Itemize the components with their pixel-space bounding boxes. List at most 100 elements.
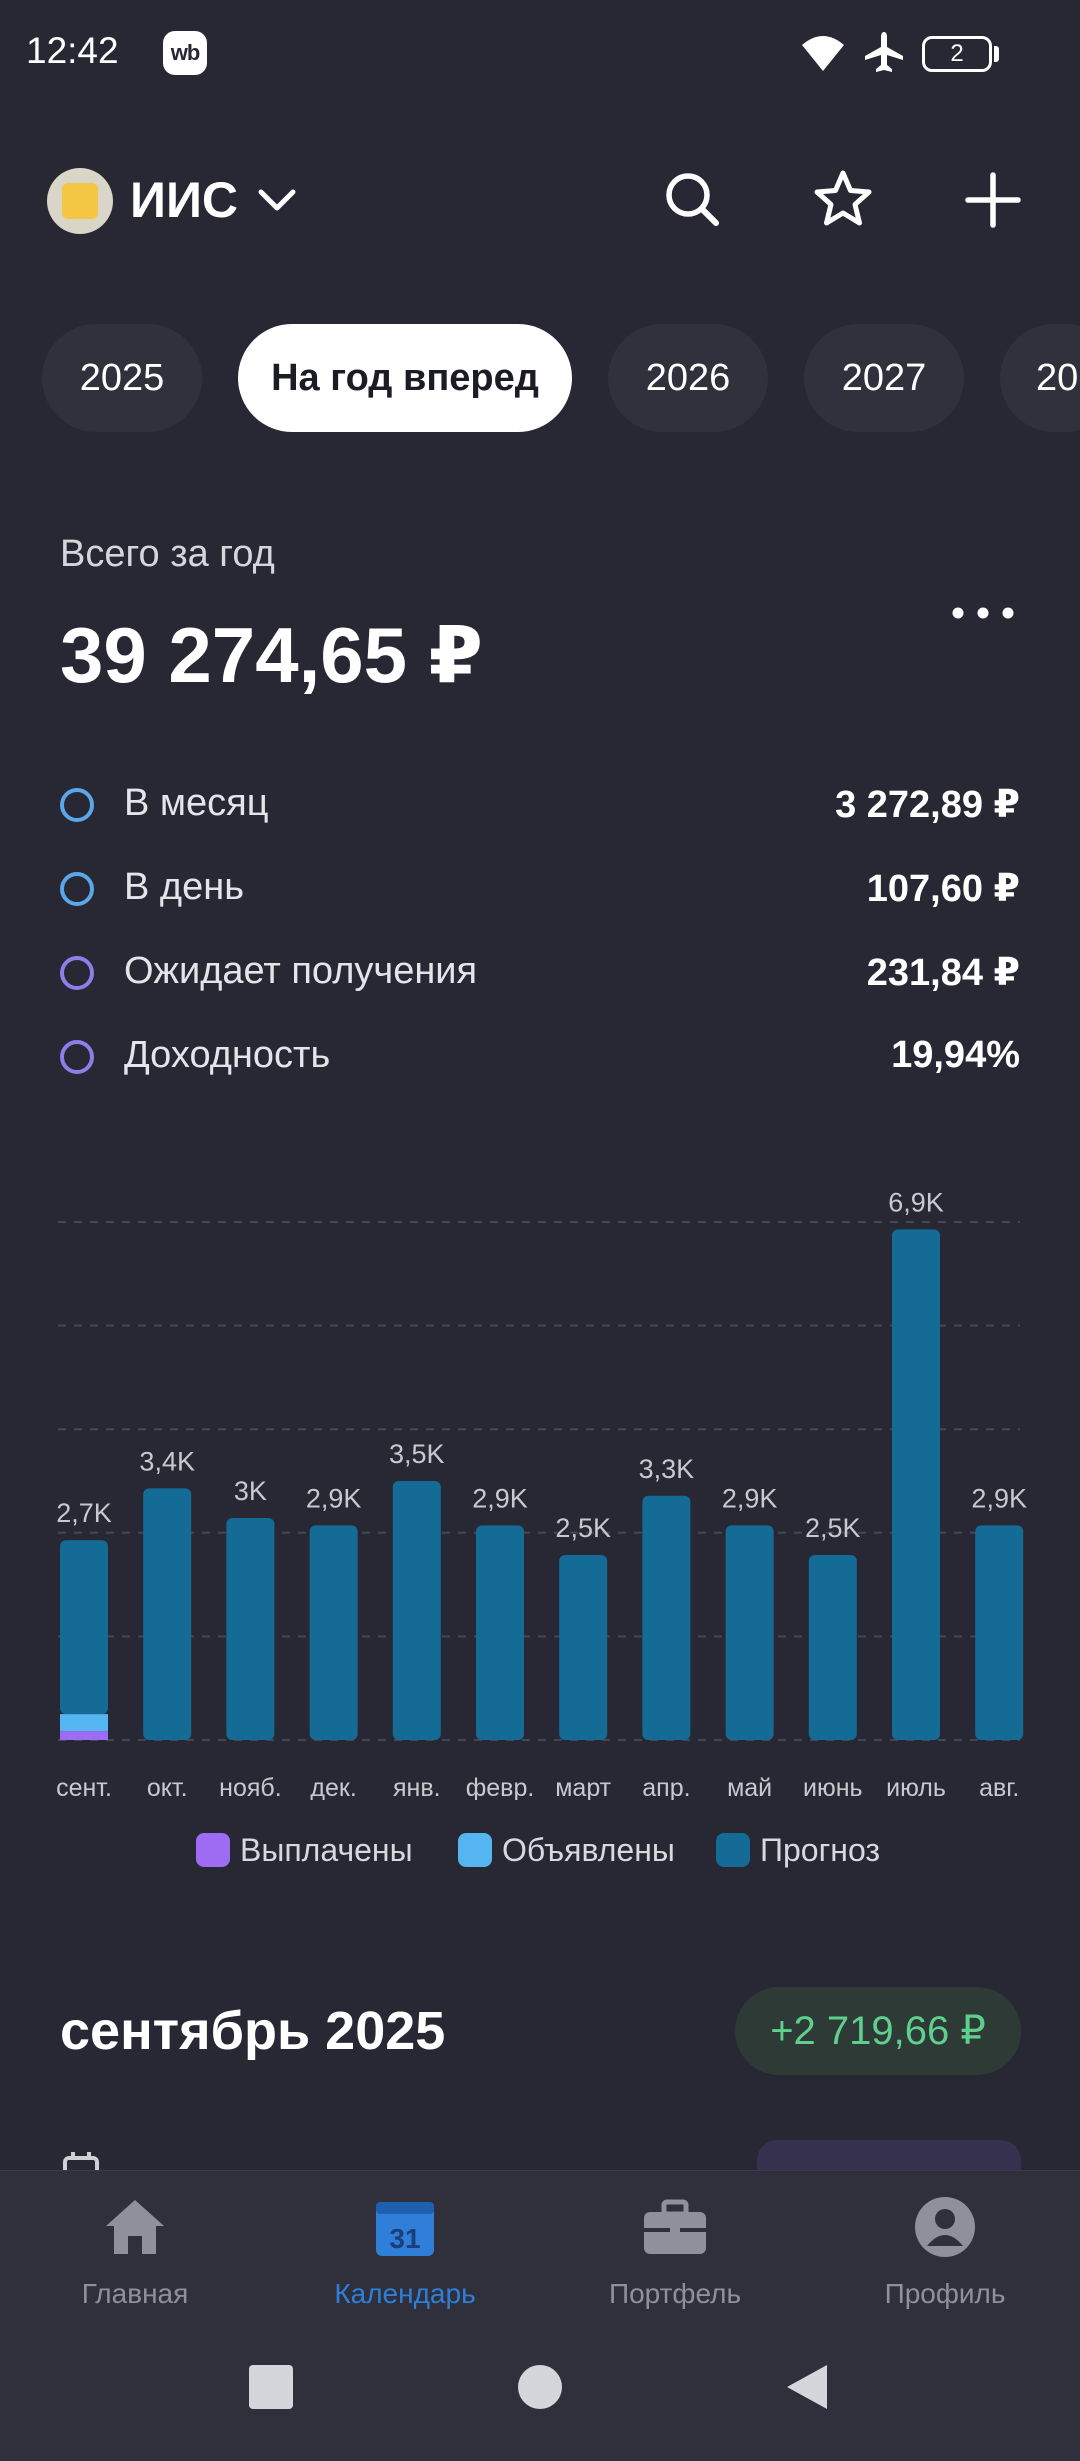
wb-app-icon: wb <box>163 31 207 75</box>
legend-swatch <box>716 1832 750 1867</box>
legend-label: Выплачены <box>240 1832 413 1868</box>
search-icon[interactable] <box>658 165 728 235</box>
bar-forecast[interactable] <box>725 1525 774 1740</box>
category-label: февр. <box>466 1774 535 1800</box>
legend-item-announced: Объявлены <box>458 1830 675 1870</box>
calendar-icon: 31 <box>376 2202 434 2256</box>
ring-icon <box>60 872 94 906</box>
legend-swatch <box>458 1832 492 1867</box>
stat-value: 231,84 ₽ <box>866 952 1020 994</box>
calendar-small-icon <box>63 2152 99 2172</box>
home-system-button[interactable] <box>515 2362 565 2412</box>
category-label: май <box>727 1774 772 1800</box>
category-label: окт. <box>147 1774 188 1800</box>
stat-label: В месяц <box>124 782 269 824</box>
nav-portfolio[interactable]: Портфель <box>575 2192 775 2310</box>
bar-value-label: 2,9K <box>722 1483 778 1513</box>
bar-value-label: 2,5K <box>555 1513 611 1543</box>
add-icon[interactable] <box>958 165 1028 235</box>
category-label: март <box>555 1774 611 1800</box>
bar-forecast[interactable] <box>892 1229 940 1740</box>
bar-value-label: 2,5K <box>805 1513 861 1543</box>
bar-value-label: 6,9K <box>888 1187 944 1217</box>
category-label: дек. <box>310 1774 356 1800</box>
bar-forecast[interactable] <box>226 1518 275 1740</box>
stat-value: 3 272,89 ₽ <box>835 784 1020 826</box>
stat-label: Ожидает получения <box>124 950 478 992</box>
account-logo-emblem <box>62 183 98 219</box>
legend-item-forecast: Прогноз <box>716 1830 880 1870</box>
dividends-bar-chart: 2,7K сент. 3,4K окт. 3K нояб. 2,9K дек. 3,5K янв.… <box>56 1187 1027 1800</box>
nav-label: Портфель <box>608 2278 742 2309</box>
battery-indicator: 2 <box>922 36 992 72</box>
status-time: 12:42 <box>26 30 119 71</box>
legend-swatch <box>196 1832 230 1867</box>
bar-announced[interactable] <box>60 1714 108 1732</box>
star-icon[interactable] <box>808 165 878 235</box>
stat-value: 107,60 ₽ <box>866 868 1020 910</box>
tab-2026[interactable]: 2026 <box>608 324 768 432</box>
account-title[interactable]: ИИС <box>130 172 238 228</box>
nav-label: Календарь <box>334 2278 476 2309</box>
ring-icon <box>60 788 94 822</box>
ring-icon <box>60 1040 94 1074</box>
home-icon <box>106 2200 164 2254</box>
bar-value-label: 3,5K <box>389 1439 445 1469</box>
calendar-day: 31 <box>389 2223 420 2254</box>
nav-calendar[interactable]: 31 Календарь <box>305 2192 505 2310</box>
wifi-icon <box>802 36 844 71</box>
bar-value-label: 3K <box>234 1476 267 1506</box>
briefcase-icon <box>644 2199 706 2254</box>
bar-forecast[interactable] <box>143 1488 192 1740</box>
bar-value-label: 2,9K <box>306 1483 362 1513</box>
bar-value-label: 2,9K <box>971 1483 1027 1513</box>
more-icon[interactable] <box>948 598 1018 628</box>
bar-forecast[interactable] <box>476 1525 524 1740</box>
category-label: апр. <box>642 1774 690 1800</box>
stat-label: Доходность <box>124 1034 331 1076</box>
total-value: 39 274,65 ₽ <box>60 611 483 699</box>
category-label: июнь <box>803 1774 863 1800</box>
legend-label: Прогноз <box>760 1832 881 1868</box>
bar-forecast[interactable] <box>642 1495 691 1740</box>
chevron-down-icon[interactable] <box>255 182 299 218</box>
total-label: Всего за год <box>60 533 275 575</box>
bar-forecast[interactable] <box>808 1555 857 1740</box>
bar-forecast[interactable] <box>309 1525 358 1740</box>
category-label: янв. <box>393 1774 441 1800</box>
stat-value: 19,94% <box>891 1034 1020 1076</box>
bar-value-label: 2,7K <box>56 1498 112 1528</box>
bar-value-label: 2,9K <box>472 1483 528 1513</box>
tab-2025[interactable]: 2025 <box>42 324 202 432</box>
airplane-icon <box>865 32 903 72</box>
stat-label: В день <box>124 866 244 908</box>
nav-label: Профиль <box>884 2278 1006 2309</box>
bar-value-label: 3,3K <box>639 1454 695 1484</box>
month-total-badge: +2 719,66 ₽ <box>735 1987 1021 2075</box>
back-button[interactable] <box>783 2362 833 2412</box>
category-label: сент. <box>56 1774 112 1800</box>
tab-2027[interactable]: 2027 <box>804 324 964 432</box>
legend-label: Объявлены <box>502 1832 675 1868</box>
nav-home[interactable]: Главная <box>35 2192 235 2310</box>
tab-2028[interactable]: 20 <box>1000 324 1080 432</box>
bar-forecast[interactable] <box>975 1525 1024 1740</box>
bar-forecast[interactable] <box>60 1540 108 1715</box>
legend-item-paid: Выплачены <box>196 1830 413 1870</box>
ring-icon <box>60 956 94 990</box>
bar-forecast[interactable] <box>559 1555 608 1740</box>
stat-row-daily: В день 107,60 ₽ <box>60 862 1020 922</box>
tab-year-ahead[interactable]: На год вперед <box>238 324 572 432</box>
nav-profile[interactable]: Профиль <box>845 2192 1045 2310</box>
profile-icon <box>915 2197 975 2257</box>
battery-tip <box>994 46 999 62</box>
bar-forecast[interactable] <box>392 1481 441 1740</box>
recents-button[interactable] <box>246 2362 296 2412</box>
stat-row-pending: Ожидает получения 231,84 ₽ <box>60 946 1020 1006</box>
bar-paid[interactable] <box>60 1731 108 1740</box>
nav-label: Главная <box>81 2278 189 2309</box>
bottom-navigation <box>0 2170 1080 2461</box>
stat-row-yield: Доходность 19,94% <box>60 1030 1020 1090</box>
category-label: июль <box>886 1774 946 1800</box>
category-label: авг. <box>979 1774 1019 1800</box>
